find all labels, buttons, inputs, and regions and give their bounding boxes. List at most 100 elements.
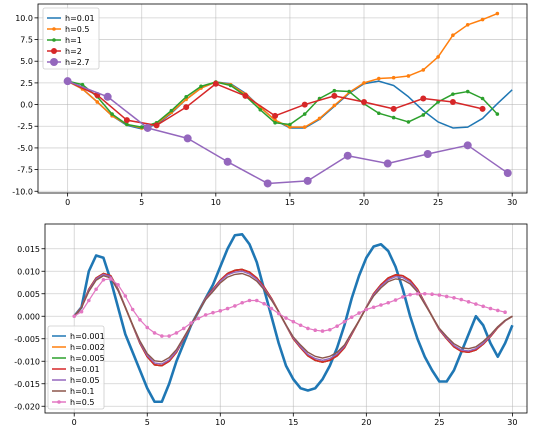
legend-label: h=0.5 [70, 398, 95, 407]
data-point [263, 179, 272, 188]
data-point [437, 293, 442, 297]
data-point [153, 122, 160, 129]
x-tick-label: 20 [361, 418, 371, 427]
y-tick-label: -7.5 [17, 166, 33, 175]
x-tick-label: 20 [359, 198, 369, 207]
plot-area [72, 233, 514, 404]
data-point [479, 105, 486, 112]
y-tick-label: -2.5 [17, 122, 33, 131]
legend-entry: h=2 [47, 47, 82, 56]
data-point [463, 141, 472, 150]
legend-entry: h=0.05 [52, 376, 100, 385]
data-point [451, 92, 455, 96]
data-point [203, 313, 208, 317]
y-tick-label: 0.000 [17, 312, 40, 321]
data-point [444, 294, 449, 299]
data-point [401, 295, 405, 299]
legend-marker [50, 58, 58, 66]
data-point [123, 294, 128, 298]
data-point [335, 324, 339, 328]
data-point [306, 326, 310, 331]
x-tick-label: 10 [211, 198, 221, 207]
legend-label: h=0.001 [70, 332, 105, 341]
data-point [371, 305, 376, 310]
data-point [343, 151, 352, 160]
x-axis: 0 5 10 15 20 25 30 [65, 193, 517, 207]
data-point [320, 329, 325, 333]
data-point [254, 298, 259, 303]
series-h=0.001 [73, 233, 514, 404]
data-point [211, 310, 215, 315]
data-point [332, 88, 337, 93]
plot-area [63, 11, 513, 188]
data-point [272, 112, 279, 119]
series-h=2.7 [63, 77, 512, 188]
data-point [332, 103, 337, 108]
legend-label: h=0.1 [70, 387, 95, 396]
data-point [480, 17, 485, 22]
data-point [313, 328, 318, 333]
data-point [406, 120, 411, 124]
data-point [302, 112, 307, 116]
data-point [258, 107, 263, 112]
data-point [108, 277, 113, 281]
data-point [377, 111, 381, 116]
data-point [63, 77, 72, 86]
data-point [423, 149, 432, 158]
data-point [420, 95, 427, 102]
series-line [67, 80, 509, 185]
x-tick-label: 25 [433, 198, 443, 207]
data-point [79, 309, 84, 314]
data-point [465, 89, 470, 94]
legend-entry: h=0.005 [52, 354, 105, 363]
y-tick-label: 0.0 [20, 101, 33, 110]
legend-entry: h=0.1 [52, 387, 95, 396]
legend-label: h=0.002 [70, 343, 105, 352]
data-point [288, 122, 292, 127]
y-tick-label: 2.5 [20, 79, 33, 88]
series-line [73, 272, 513, 363]
axes-frame [37, 3, 528, 194]
y-tick-label: 0.010 [17, 267, 40, 276]
data-point [415, 291, 420, 296]
data-point [225, 306, 230, 311]
legend-entry: h=1 [47, 36, 82, 45]
legend-label: h=2.7 [65, 58, 90, 67]
data-point [302, 125, 307, 129]
data-point [301, 101, 308, 108]
y-tick-label: -0.010 [14, 357, 40, 366]
data-point [481, 304, 485, 309]
data-point [184, 94, 188, 99]
data-point [298, 323, 303, 328]
data-point [262, 301, 266, 306]
data-point [183, 104, 190, 111]
series-h=0.5 [72, 277, 507, 338]
legend: h=0.001 h=0.002 h=0.005 h=0.01 h=0.05 h=0.1 h=… [47, 325, 105, 410]
y-tick-label: -0.020 [14, 402, 40, 411]
data-point [174, 331, 179, 335]
data-point [303, 176, 312, 185]
data-point [408, 292, 412, 297]
data-point [242, 92, 249, 99]
data-point [143, 123, 152, 132]
legend-entry: h=2.7 [47, 58, 90, 67]
data-point [233, 304, 237, 308]
data-point [393, 298, 398, 302]
data-point [87, 298, 91, 303]
data-point [138, 318, 142, 322]
data-point [495, 112, 500, 116]
legend-box [42, 7, 100, 70]
y-axis: 0.015 0.010 0.005 0.000 -0.005 -0.010 -0.015 -0… [14, 245, 45, 411]
data-point [269, 306, 274, 311]
legend-entry: h=0.5 [47, 25, 90, 34]
y-tick-label: 5.0 [20, 57, 33, 66]
x-tick-label: 30 [507, 418, 517, 427]
y-tick-label: -0.005 [14, 335, 40, 344]
data-point [383, 159, 392, 168]
legend-marker [52, 38, 56, 42]
y-tick-label: -10.0 [12, 187, 33, 196]
legend-entry: h=0.001 [52, 332, 105, 341]
y-tick-label: 10.0 [15, 14, 33, 23]
data-point [342, 319, 347, 324]
